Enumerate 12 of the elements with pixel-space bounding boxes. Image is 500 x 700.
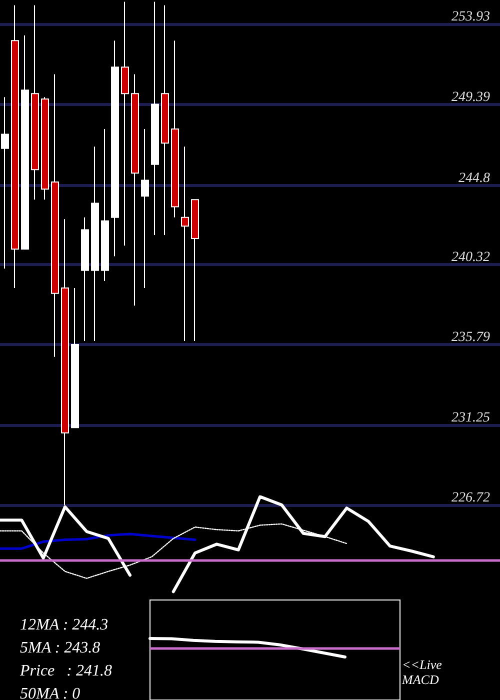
- text: <<Live MACD: [401, 657, 446, 687]
- text: 50MA : 0: [20, 686, 80, 700]
- text: 12MA : 244.3: [20, 616, 108, 634]
- y-tick-label: 253.93: [452, 10, 490, 25]
- text: Price : 241.8: [19, 662, 112, 680]
- text: 5MA : 243.8: [20, 640, 100, 656]
- y-tick-label: 231.25: [452, 410, 490, 426]
- y-tick-label: 240.32: [452, 250, 490, 266]
- y-tick-label: 249.39: [452, 90, 490, 105]
- y-tick-label: 235.79: [452, 330, 490, 346]
- y-tick-label: 226.72: [452, 490, 490, 506]
- y-tick-label: 244.8: [458, 171, 490, 186]
